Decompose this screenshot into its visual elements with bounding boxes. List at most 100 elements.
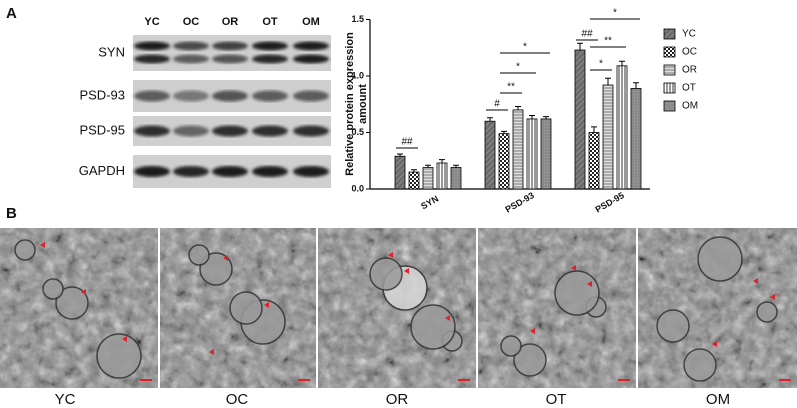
x-tick-label: PSD-95 [594,190,626,214]
em-arrow [122,336,127,342]
bar [408,171,420,190]
error-bar [439,159,445,164]
blot-band [173,90,209,102]
bar [540,118,552,190]
blot-band [212,90,248,102]
em-arrow [388,252,393,258]
error-bar [501,130,507,134]
blot-band [173,54,209,64]
error-bar [411,169,417,173]
em-vesicle [683,348,717,382]
em-vesicle [756,301,778,323]
em-label: OC [226,391,249,408]
scale-bar [458,379,470,381]
em-arrow [445,315,450,321]
em-arrow [223,255,228,261]
bar [394,155,406,190]
bar [602,84,614,190]
scale-bar [298,379,310,381]
em-arrow [712,341,717,347]
em-label: OM [706,391,730,408]
legend-label: OM [682,101,698,112]
error-bar [605,77,611,86]
significance-label: * [613,8,617,19]
blot-band [212,125,248,137]
em-label: YC [55,391,76,408]
legend-swatch [663,82,676,94]
em-vesicle [410,304,456,350]
em-vesicle [656,309,690,343]
legend-swatch [663,100,676,112]
bar [422,167,434,190]
blot-band [212,166,248,177]
scale-bar [618,379,630,381]
y-axis-label: Relative protein expression [344,32,356,176]
em-arrow [530,328,535,334]
bar-chart: 0.0 0.5 1.0 1.5 Relative protein expression a… [344,8,698,215]
blot-band [134,90,170,102]
em-arrow [40,242,45,248]
bar [526,118,538,190]
scale-bar [140,379,152,381]
blot-band [293,166,329,177]
bar [484,120,496,190]
significance-label: * [516,62,520,73]
em-arrow [571,265,576,271]
error-bar [543,116,549,119]
bar [450,167,462,190]
em-arrow [209,349,214,355]
em-arrow [81,289,86,295]
blot-band [293,54,329,64]
bar [630,88,642,190]
blot-band [252,90,288,102]
blot-band [134,166,170,177]
error-bar [577,42,583,51]
em-arrow [264,302,269,308]
blot-band [252,41,288,51]
lane-label: OM [302,16,320,28]
em-vesicle [554,270,600,316]
error-bar [515,106,521,110]
y-tick-label: 0.0 [351,183,364,193]
y-axis-label: amount [357,84,369,124]
blot-band [134,41,170,51]
error-bar [487,117,493,122]
lane-label: OR [222,16,239,28]
em-vesicle [513,343,547,377]
significance-label: * [523,42,527,53]
legend-swatch [663,46,676,58]
bar [512,109,524,190]
significance-label: ## [581,29,593,40]
error-bar [619,60,625,66]
blot-row-label: SYN [98,44,125,59]
error-bar [425,164,431,168]
em-image [160,228,316,388]
blot-band [134,125,170,137]
y-tick-label: 1.0 [351,70,364,80]
em-image [318,228,476,388]
em-arrow [753,278,758,284]
lane-label: OT [262,16,278,28]
bar [616,65,628,190]
panel-label: B [6,205,17,222]
em-label: OR [386,391,409,408]
em-vesicle [229,291,263,325]
lane-label: YC [144,16,159,28]
legend-swatch [663,64,676,76]
scale-bar [779,379,791,381]
blot-band [252,125,288,137]
blot-strip [133,35,331,71]
significance-label: ** [604,36,612,47]
em-label: OT [546,391,567,408]
blot-band [173,166,209,177]
em-images: YC OC OR OT OM [0,228,797,408]
em-vesicle [42,278,64,300]
error-bar [453,164,459,168]
em-vesicle [55,286,89,320]
panel-label: A [6,5,17,22]
blot-band [173,125,209,137]
x-tick-label: SYN [419,193,440,211]
blot-band [293,41,329,51]
